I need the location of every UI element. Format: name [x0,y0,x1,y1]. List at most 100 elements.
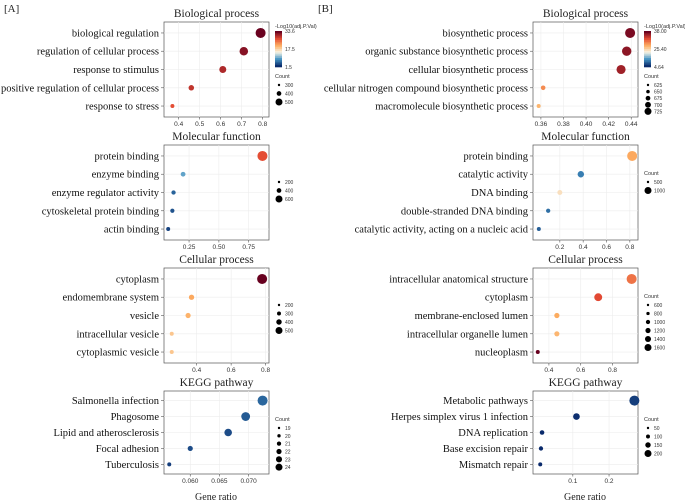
colorbar-tick-label: 33.6 [285,29,295,35]
size-legend-dot [646,303,650,307]
category-label: Focal adhesion [96,444,160,455]
x-tick-label: 0.4 [192,367,201,374]
category-label: catalytic activity [458,170,528,181]
x-tick-label: 0.38 [557,121,570,128]
data-point [577,171,585,178]
category-label: intracellular organelle lumen [407,329,529,340]
data-point [616,64,626,75]
data-point [622,46,632,56]
size-legend-title: Count [275,74,290,80]
category-label: DNA binding [471,188,529,199]
x-tick-label: 0.40 [580,121,593,128]
x-tick-label: 0.36 [535,121,548,128]
colorbar-segment [275,63,282,66]
colorbar-segment [275,32,282,35]
colorbar-segment [275,40,282,43]
size-legend-dot [646,180,650,184]
data-point [257,395,268,406]
size-legend-dot [277,311,281,316]
colorbar-segment [644,49,651,52]
colorbar-segment [644,52,651,55]
size-legend-label: 24 [285,465,291,471]
size-legend-dot [275,195,283,203]
category-label: double-stranded DNA binding [401,206,529,217]
colorbar-segment [275,59,282,62]
size-legend-dot [646,311,650,316]
colorbar-segment [644,43,651,46]
colorbar-segment [644,47,651,50]
colorbar-title: -Log10(adj.P.Val) [644,24,685,30]
x-tick-label: 0.4 [579,244,588,251]
data-point [626,273,637,284]
colorbar-segment [644,65,651,68]
size-legend-label: 400 [285,189,294,195]
size-legend-dot [275,98,283,106]
category-label: organic substance biosynthetic process [365,47,528,58]
data-point [169,331,174,336]
colorbar-segment [275,50,282,53]
x-tick-label: 0.1 [568,478,577,485]
size-legend-dot [644,107,652,115]
category-label: nucleoplasm [475,348,528,359]
x-axis-title-b: Gene ratio [564,492,606,503]
panel-title: Biological process [174,8,260,20]
size-legend-dot [645,327,651,334]
category-label: enzyme binding [92,170,160,181]
colorbar-segment [644,31,651,34]
data-point [557,190,563,195]
x-tick-label: 0.2 [605,478,614,485]
colorbar-segment [275,31,282,34]
colorbar-segment [644,41,651,44]
colorbar-segment [275,54,282,57]
data-point [554,331,560,337]
data-point [239,46,249,56]
panel-title: Molecular function [541,131,630,143]
x-tick-label: 0.8 [608,367,617,374]
colorbar-segment [275,36,282,39]
category-label: Salmonella infection [72,396,160,407]
data-point [554,312,560,319]
size-legend-label: 200 [285,180,294,186]
size-legend-label: 1600 [654,346,665,352]
colorbar-segment [644,45,651,48]
x-tick-label: 0.070 [240,478,257,485]
x-tick-label: 0.50 [213,244,226,251]
colorbar-segment [275,49,282,52]
category-label: regulation of cellular process [37,47,159,58]
colorbar-segment [275,41,282,44]
category-label: enzyme regulator activity [52,188,160,199]
panel-title: KEGG pathway [549,377,623,389]
size-legend-label: 500 [285,100,294,106]
size-legend-label: 700 [654,103,663,109]
category-label: biological regulation [72,28,160,39]
category-label: Base excision repair [443,444,529,455]
colorbar-segment [644,50,651,53]
size-legend-dot [277,83,281,87]
size-legend-dot [645,101,651,108]
x-tick-label: 0.060 [182,478,199,485]
size-legend-label: 1400 [654,337,665,343]
category-label: vesicle [130,311,159,322]
x-tick-label: 0.8 [258,121,267,128]
colorbar-segment [275,43,282,46]
category-label: Tuberculosis [105,460,159,471]
size-legend-dot [276,448,282,455]
data-point [594,293,603,302]
size-legend-dot [644,335,652,343]
x-tick-label: 0.42 [602,121,615,128]
size-legend-label: 200 [654,452,663,458]
x-tick-label: 0.6 [602,244,611,251]
data-point [224,428,232,437]
size-legend-label: 200 [285,303,294,309]
colorbar-segment [644,56,651,59]
size-legend-label: 500 [285,329,294,335]
size-legend-dot [276,91,282,96]
x-tick-label: 0.8 [261,367,270,374]
x-tick-label: 0.065 [211,478,228,485]
data-point [629,395,640,406]
size-legend-label: 1200 [654,329,665,335]
data-point [171,190,176,195]
colorbar-segment [275,56,282,59]
size-legend-dot [646,89,650,94]
